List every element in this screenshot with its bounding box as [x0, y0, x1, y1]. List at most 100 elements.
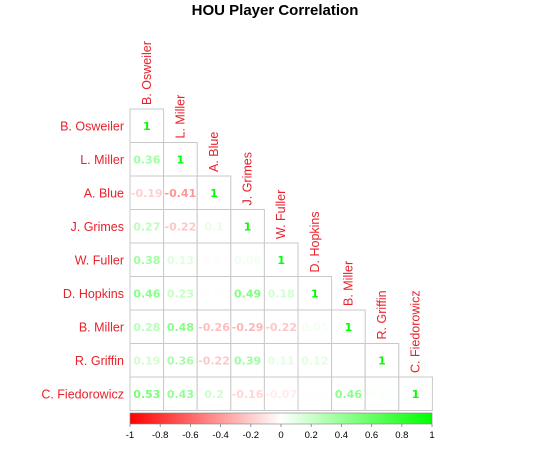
cell-value: 0.39 [234, 354, 261, 367]
cell-6-5 [297, 309, 333, 344]
cell-0-0 [129, 108, 165, 143]
cell-3-3 [230, 209, 265, 244]
row-label: R. Griffin [75, 354, 124, 368]
cell-value: 1 [311, 287, 319, 300]
colorbar-tick-label: 1 [429, 430, 434, 441]
cell-value: 0.05 [301, 321, 328, 334]
colorbar-tick-label: 0.4 [335, 430, 348, 441]
chart-title: HOU Player Correlation [192, 2, 359, 19]
cell-value: 0.28 [133, 321, 160, 334]
cell-value: 0.38 [133, 254, 160, 267]
cell-value: 1 [244, 220, 252, 233]
cell-value: -0.22 [198, 354, 230, 367]
cell-value: 0.23 [167, 287, 194, 300]
row-label: D. Hopkins [63, 287, 124, 301]
column-label: L. Miller [173, 95, 187, 139]
column-label: B. Osweiler [140, 41, 154, 105]
cell-value: 1 [177, 153, 185, 166]
cell-value: 0.36 [133, 153, 160, 166]
column-label: J. Grimes [241, 152, 255, 205]
row-label: B. Miller [79, 320, 124, 334]
cell-6-0 [129, 309, 165, 344]
cell-4-3 [230, 242, 265, 277]
column-label: C. Fiedorowicz [409, 290, 423, 373]
cell-8-3 [230, 376, 265, 411]
row-label: L. Miller [80, 153, 124, 167]
cell-value: 0.46 [335, 388, 362, 401]
cell-value: -0.07 [265, 388, 297, 401]
cell-value: 0.48 [167, 321, 194, 334]
cell-value: 0.06 [234, 254, 261, 267]
colorbar-tick-label: -0.4 [212, 430, 228, 441]
cell-value: -0.01 [198, 254, 230, 267]
cell-value: 0.11 [268, 354, 295, 367]
correlation-cells: 10.36 1-0.19 -0.41 10.27 -0.22 0.1 10.38 0.13 -0… [129, 108, 433, 411]
colorbar-tick-label: 0 [278, 430, 283, 441]
cell-value: 0.36 [167, 354, 194, 367]
cell-5-0 [129, 276, 165, 311]
cell-8-1 [163, 376, 198, 411]
row-labels: B. Osweiler L. Miller A. Blue J. Grimes W. F… [41, 119, 124, 401]
cell-value: 0.43 [167, 388, 194, 401]
cell-value: 1 [277, 254, 285, 267]
cell-value: 0.1 [204, 220, 224, 233]
cell-value: 0.53 [133, 388, 160, 401]
colorbar-tick-label: 0.6 [365, 430, 378, 441]
cell-value: -0.29 [232, 321, 264, 334]
cell-7-0 [129, 343, 165, 378]
cell-5-4 [263, 276, 299, 311]
cell-2-2 [196, 175, 232, 210]
colorbar-gradient [129, 412, 433, 425]
row-label: A. Blue [84, 186, 124, 200]
cell-value: 0.19 [133, 354, 160, 367]
cell-value: 0.12 [301, 354, 328, 367]
cell-value: -0.22 [165, 220, 197, 233]
column-label: A. Blue [207, 132, 221, 172]
column-label: B. Miller [341, 261, 355, 306]
cell-5-1 [163, 276, 198, 311]
row-label: W. Fuller [75, 253, 124, 267]
cell-value: 1 [210, 187, 218, 200]
cell-3-1 [163, 209, 198, 244]
column-label: R. Griffin [375, 290, 389, 339]
cell-value: -0.01 [198, 287, 230, 300]
cell-value: 0.03 [368, 388, 395, 401]
cell-1-0 [129, 142, 165, 177]
cell-value: 0.49 [234, 287, 261, 300]
column-labels: B. Osweiler L. Miller A. Blue J. Grimes W. F… [140, 41, 423, 373]
cell-value: -0.41 [165, 187, 197, 200]
cell-value: 1 [345, 321, 353, 334]
colorbar-tick-label: -0.8 [152, 430, 168, 441]
cell-value: 0.27 [133, 220, 160, 233]
cell-value: -0.19 [131, 187, 163, 200]
cell-8-0 [129, 376, 165, 411]
cell-value: 0.2 [204, 388, 224, 401]
cell-5-3 [230, 276, 265, 311]
cell-value: -0.16 [232, 388, 264, 401]
colorbar: -1 -0.8 -0.6 -0.4 -0.2 0 0.2 0.4 0.6 0.8 1 [126, 412, 435, 441]
cell-value: 1 [143, 120, 151, 133]
cell-value: 0.01 [335, 354, 362, 367]
colorbar-tick-label: 0.8 [395, 430, 408, 441]
row-label: J. Grimes [71, 220, 124, 234]
cell-8-5 [297, 376, 333, 411]
cell-8-8 [398, 376, 433, 411]
colorbar-tick-label: 0.2 [305, 430, 318, 441]
colorbar-tick-label: -1 [126, 430, 134, 441]
colorbar-tick-label: -0.2 [243, 430, 259, 441]
column-label: D. Hopkins [308, 211, 322, 272]
cell-value: -0.26 [198, 321, 230, 334]
cell-8-4 [263, 376, 299, 411]
cell-7-2 [196, 343, 232, 378]
column-label: W. Fuller [274, 190, 288, 239]
colorbar-tick-label: -0.6 [182, 430, 198, 441]
cell-value: 0.46 [133, 287, 160, 300]
cell-value: -0.22 [265, 321, 297, 334]
cell-4-1 [163, 242, 198, 277]
row-label: B. Osweiler [60, 119, 124, 133]
row-label: C. Fiedorowicz [41, 387, 124, 401]
cell-value: 0.13 [167, 254, 194, 267]
cell-value: 0.18 [268, 287, 295, 300]
cell-7-7 [364, 343, 400, 378]
